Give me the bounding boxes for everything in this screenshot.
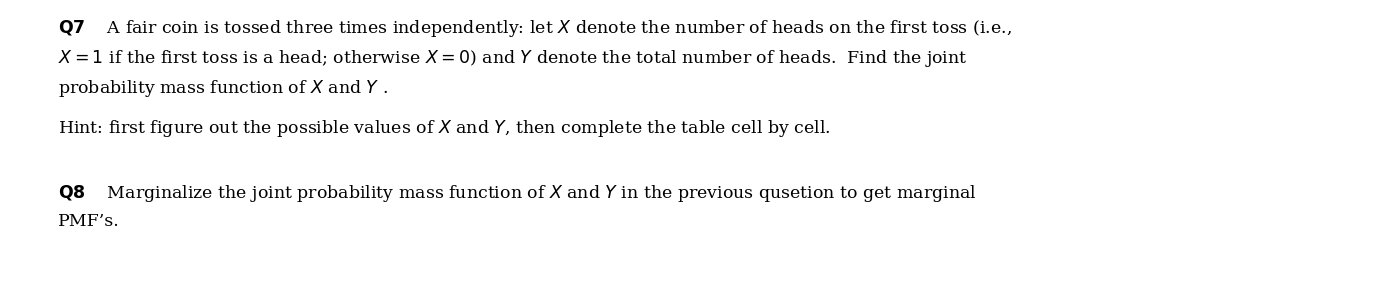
Text: probability mass function of $X$ and $Y$ .: probability mass function of $X$ and $Y$… <box>58 78 387 99</box>
Text: PMF’s.: PMF’s. <box>58 213 120 230</box>
Text: $X = 1$ if the first toss is a head; otherwise $X = 0$) and $Y$ denote the total: $X = 1$ if the first toss is a head; oth… <box>58 48 967 69</box>
Text: $\bf{Q7}$    A fair coin is tossed three times independently: let $X$ denote the: $\bf{Q7}$ A fair coin is tossed three ti… <box>58 18 1011 39</box>
Text: $\bf{Q8}$    Marginalize the joint probability mass function of $X$ and $Y$ in t: $\bf{Q8}$ Marginalize the joint probabil… <box>58 183 977 204</box>
Text: Hint: first figure out the possible values of $X$ and $Y$, then complete the tab: Hint: first figure out the possible valu… <box>58 118 831 139</box>
